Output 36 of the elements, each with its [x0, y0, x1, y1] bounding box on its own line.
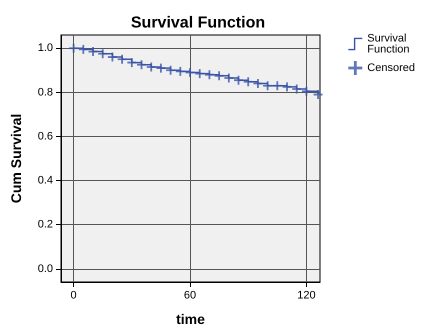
y-tick-label: 1.0	[38, 42, 53, 54]
point	[166, 66, 176, 75]
x-tick-label: 0	[70, 290, 77, 302]
point	[292, 84, 302, 94]
point	[146, 62, 156, 72]
x-tick-label: 120	[297, 290, 316, 302]
point	[88, 47, 98, 56]
legend-label: Survival Function	[367, 32, 410, 56]
y-tick-label: 0.2	[38, 218, 53, 231]
point	[195, 69, 204, 78]
point	[314, 90, 323, 100]
point	[263, 81, 272, 90]
y-tick-label: 0.0	[38, 262, 53, 275]
point	[282, 82, 292, 92]
point	[69, 44, 78, 53]
point	[118, 54, 127, 64]
point	[253, 79, 262, 88]
chart-title: Survival Function	[130, 14, 266, 32]
point	[204, 70, 214, 80]
legend-label: Censored	[367, 62, 416, 74]
point	[108, 52, 117, 62]
point	[214, 71, 224, 80]
x-tick-label: 60	[184, 290, 196, 302]
point	[127, 58, 136, 68]
x-axis-title: time	[176, 311, 206, 327]
y-tick-label: 0.6	[38, 130, 53, 142]
point	[224, 74, 234, 83]
point	[176, 66, 185, 76]
point	[156, 64, 166, 73]
point	[137, 60, 146, 70]
y-tick-label: 0.4	[38, 174, 53, 187]
y-axis-title: Cum Survival	[8, 114, 24, 204]
point	[234, 76, 244, 85]
point	[302, 86, 311, 96]
point	[186, 68, 195, 77]
y-tick-label: 0.8	[38, 86, 53, 98]
